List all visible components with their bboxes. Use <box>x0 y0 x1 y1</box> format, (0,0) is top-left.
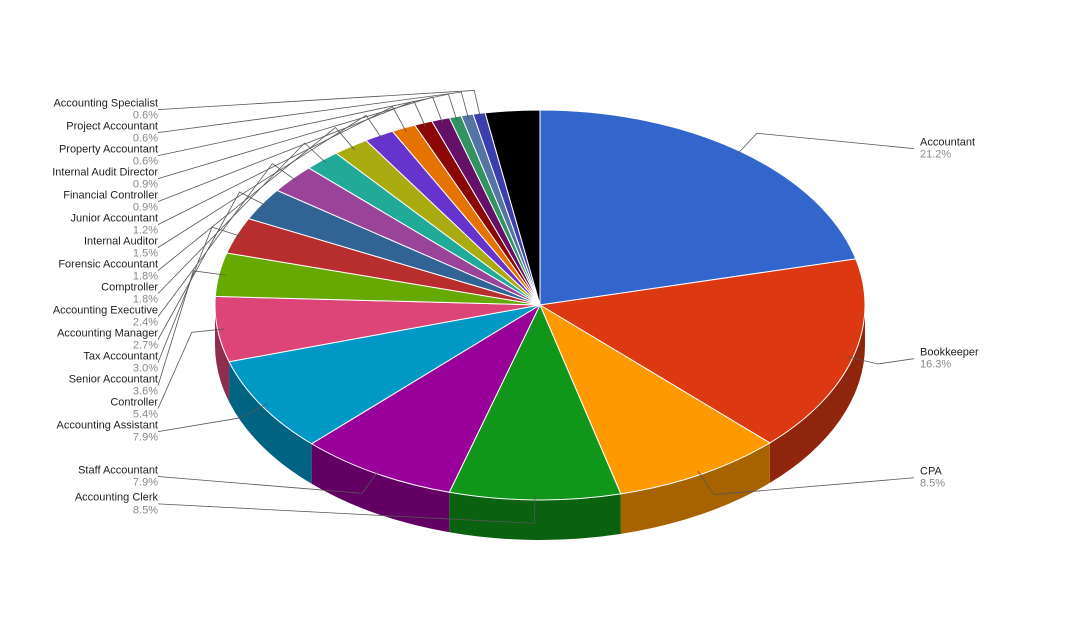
pie-label-title: Tax Accountant <box>8 350 158 363</box>
pie-label: Accountant21.2% <box>920 136 975 161</box>
pie-label-pct: 16.3% <box>920 359 979 372</box>
leader-line <box>158 329 224 409</box>
pie-label-title: CPA <box>920 465 945 478</box>
pie-label-title: Project Accountant <box>8 120 158 133</box>
pie-label: Senior Accountant3.6% <box>8 373 158 398</box>
pie-label: Forensic Accountant1.8% <box>8 258 158 283</box>
pie-label: Project Accountant0.6% <box>8 120 158 145</box>
pie-label: Accounting Specialist0.6% <box>8 97 158 122</box>
pie-label: Bookkeeper16.3% <box>920 346 979 371</box>
pie-label-title: Accounting Clerk <box>8 491 158 504</box>
pie-label-title: Financial Controller <box>8 189 158 202</box>
pie-chart: Accountant21.2%Bookkeeper16.3%CPA8.5%Acc… <box>0 0 1080 635</box>
pie-label: Financial Controller0.9% <box>8 189 158 214</box>
pie-label: CPA8.5% <box>920 465 945 490</box>
pie-label: Staff Accountant7.9% <box>8 464 158 489</box>
pie-label-title: Internal Auditor <box>8 235 158 248</box>
pie-label-title: Senior Accountant <box>8 373 158 386</box>
pie-label-pct: 21.2% <box>920 149 975 162</box>
pie-label-title: Forensic Accountant <box>8 258 158 271</box>
pie-label-title: Accountant <box>920 136 975 149</box>
pie-label-title: Accounting Executive <box>8 304 158 317</box>
pie-chart-svg <box>0 0 1080 635</box>
pie-label-title: Bookkeeper <box>920 346 979 359</box>
pie-label: Internal Audit Director0.9% <box>8 166 158 191</box>
pie-label: Accounting Clerk8.5% <box>8 491 158 516</box>
pie-label-title: Accounting Assistant <box>8 419 158 432</box>
pie-label-pct: 8.5% <box>8 504 158 517</box>
pie-label-pct: 8.5% <box>920 478 945 491</box>
pie-label-pct: 7.9% <box>8 432 158 445</box>
pie-label: Comptroller1.8% <box>8 281 158 306</box>
pie-label: Accounting Manager2.7% <box>8 327 158 352</box>
pie-label: Junior Accountant1.2% <box>8 212 158 237</box>
pie-label-title: Property Accountant <box>8 143 158 156</box>
pie-label-title: Staff Accountant <box>8 464 158 477</box>
pie-label: Accounting Assistant7.9% <box>8 419 158 444</box>
pie-label-pct: 7.9% <box>8 477 158 490</box>
pie-label-title: Controller <box>8 396 158 409</box>
leader-line <box>158 90 480 117</box>
pie-label: Accounting Executive2.4% <box>8 304 158 329</box>
pie-label: Controller5.4% <box>8 396 158 421</box>
pie-label-title: Junior Accountant <box>8 212 158 225</box>
pie-label: Property Accountant0.6% <box>8 143 158 168</box>
pie-label-title: Accounting Manager <box>8 327 158 340</box>
leader-line <box>737 133 914 154</box>
pie-label: Internal Auditor1.5% <box>8 235 158 260</box>
pie-label-title: Internal Audit Director <box>8 166 158 179</box>
pie-label-title: Accounting Specialist <box>8 97 158 110</box>
pie-label-title: Comptroller <box>8 281 158 294</box>
pie-label: Tax Accountant3.0% <box>8 350 158 375</box>
